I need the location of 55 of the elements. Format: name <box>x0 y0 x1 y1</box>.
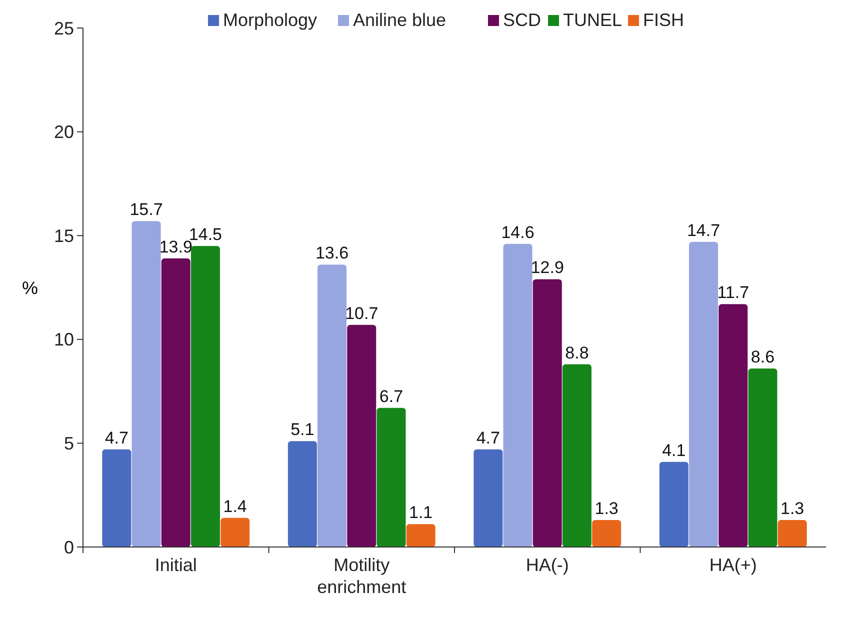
bar <box>532 279 562 547</box>
bar <box>161 258 190 547</box>
y-tick-label: 0 <box>64 537 74 558</box>
bar <box>376 408 406 547</box>
data-label: 4.7 <box>104 428 128 448</box>
bar <box>718 304 748 547</box>
bar <box>503 244 532 547</box>
data-label: 13.6 <box>315 244 349 263</box>
y-tick-label: 25 <box>54 18 74 38</box>
bar <box>562 364 592 547</box>
y-axis-title: % <box>22 278 38 298</box>
bar <box>689 242 718 547</box>
bar <box>102 449 132 547</box>
data-label: 8.8 <box>565 343 589 362</box>
bar <box>748 368 778 547</box>
data-label: 14.7 <box>686 220 720 240</box>
data-label: 1.3 <box>780 499 804 518</box>
data-label: 4.1 <box>662 440 686 460</box>
data-label: 10.7 <box>345 304 378 323</box>
x-tick-label: Initial <box>154 555 197 575</box>
data-label: 14.6 <box>501 222 534 242</box>
data-label: 11.7 <box>717 283 750 302</box>
bar <box>190 246 220 547</box>
bar <box>288 441 317 547</box>
legend-label: Aniline blue <box>353 10 446 30</box>
data-label: 1.3 <box>594 499 618 518</box>
bar <box>659 462 688 547</box>
data-label: 8.6 <box>750 347 775 366</box>
legend-label: FISH <box>643 10 684 30</box>
data-label: 5.1 <box>290 420 314 440</box>
y-tick-label: 5 <box>64 434 74 454</box>
data-label: 6.7 <box>379 386 404 406</box>
data-label: 1.1 <box>409 503 433 522</box>
bar <box>778 520 807 547</box>
bar <box>220 518 250 547</box>
bar <box>347 324 376 547</box>
data-label: 1.4 <box>223 496 247 516</box>
legend-label: TUNEL <box>563 10 622 30</box>
y-tick-label: 10 <box>54 330 74 350</box>
legend-label: Morphology <box>223 10 318 30</box>
data-label: 12.9 <box>530 258 564 278</box>
bar <box>592 520 622 547</box>
y-tick-label: 15 <box>54 226 74 246</box>
data-label: 13.9 <box>159 237 192 256</box>
bar <box>406 524 436 547</box>
x-tick-label: HA(+) <box>709 555 757 575</box>
bar <box>318 264 347 547</box>
data-label: 15.7 <box>130 200 163 220</box>
bar <box>132 221 161 547</box>
data-label: 4.7 <box>476 428 500 448</box>
x-tick-label: Motility enrichment <box>317 555 406 597</box>
x-tick-label: HA(-) <box>526 555 569 575</box>
bar <box>474 449 503 547</box>
legend-label: SCD <box>503 10 542 30</box>
y-tick-label: 20 <box>54 122 74 142</box>
